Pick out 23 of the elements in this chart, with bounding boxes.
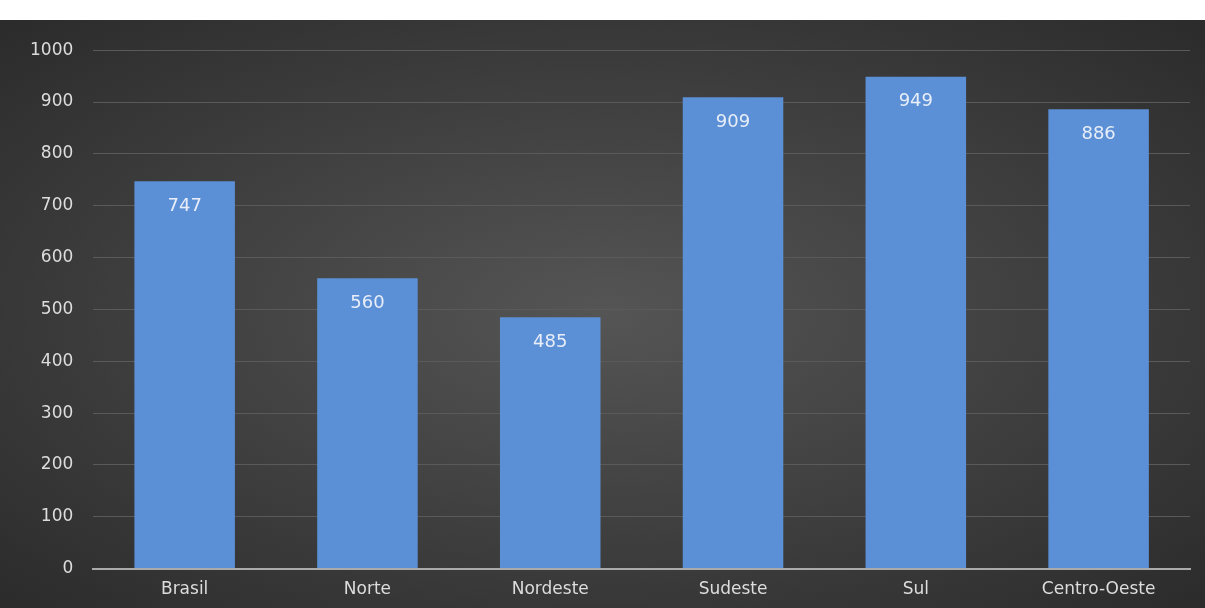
y-tick-label: 800 <box>40 142 74 163</box>
data-label: 949 <box>898 89 933 111</box>
x-tick-label: Sul <box>902 578 929 599</box>
x-tick-label: Nordeste <box>511 578 589 599</box>
y-tick-label: 600 <box>40 245 74 266</box>
data-label: 485 <box>533 329 568 351</box>
y-tick-label: 300 <box>40 401 74 422</box>
y-tick-label: 700 <box>40 194 74 215</box>
x-tick-label: Sudeste <box>698 578 768 599</box>
y-tick-label: 400 <box>40 349 74 370</box>
y-tick-label: 900 <box>40 90 74 111</box>
x-tick-label: Brasil <box>160 578 209 599</box>
y-tick-label: 500 <box>40 297 74 318</box>
y-tick-label: 200 <box>40 453 74 474</box>
data-label: 560 <box>350 290 385 312</box>
x-tick-label: Norte <box>343 578 392 599</box>
data-label: 886 <box>1081 121 1116 143</box>
data-label: 747 <box>167 194 202 216</box>
y-tick-label: 0 <box>62 557 74 578</box>
y-tick-label: 100 <box>40 505 74 526</box>
data-label: 909 <box>715 110 751 132</box>
x-tick-label: Centro-Oeste <box>1041 578 1156 599</box>
y-tick-label: 1000 <box>30 38 74 59</box>
